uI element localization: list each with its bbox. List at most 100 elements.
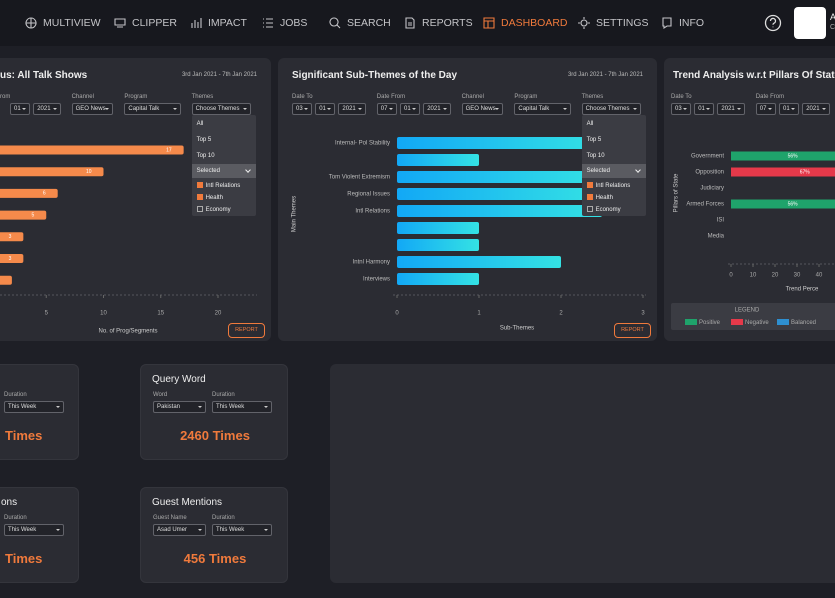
x-tick-label: 5 bbox=[45, 311, 49, 317]
select[interactable]: 2021 bbox=[338, 103, 366, 115]
value-label: 17 bbox=[166, 147, 172, 153]
icon-shape bbox=[263, 18, 273, 28]
select[interactable]: 2021 bbox=[33, 103, 61, 115]
select[interactable]: 01 bbox=[315, 103, 336, 115]
nav-item[interactable]: JOBS bbox=[262, 15, 307, 31]
filter-label: Themes bbox=[581, 94, 604, 100]
select[interactable]: 03 bbox=[292, 103, 313, 115]
menu-option[interactable]: Top 5 bbox=[586, 137, 602, 143]
help-icon[interactable] bbox=[764, 14, 782, 32]
x-tick-label: 20 bbox=[772, 273, 779, 279]
bar bbox=[0, 145, 184, 155]
menu-option[interactable]: All bbox=[196, 121, 204, 127]
nav-item[interactable]: MULTIVIEW bbox=[25, 15, 101, 31]
card-title: Guest Mentions bbox=[152, 497, 223, 508]
icon-shape bbox=[329, 17, 341, 29]
x-tick-label: 0 bbox=[395, 311, 399, 317]
select[interactable]: This Week bbox=[4, 524, 64, 536]
select[interactable]: GEO News bbox=[461, 103, 504, 115]
select[interactable]: 2021 bbox=[717, 103, 745, 115]
group-label: Internal- Pol Stability bbox=[335, 141, 390, 147]
select[interactable]: 01 bbox=[10, 103, 31, 115]
menu-checkbox[interactable]: Economy bbox=[192, 204, 256, 216]
x-tick-label: 2 bbox=[559, 311, 563, 317]
menu-checkbox[interactable]: Intl Relations bbox=[582, 180, 646, 192]
stat-card: Query Word Word Pakistan Duration This Week 2… bbox=[140, 364, 288, 460]
bar bbox=[397, 205, 602, 217]
menu-option[interactable]: All bbox=[586, 121, 594, 127]
nav-item[interactable]: DASHBOARD bbox=[483, 15, 568, 31]
select[interactable]: This Week bbox=[212, 524, 272, 536]
stat-card: Guest Mentions Guest Name Asad Umer Duratio… bbox=[140, 487, 288, 583]
select[interactable]: Choose Themes bbox=[581, 103, 642, 115]
menu-selected[interactable]: Selected bbox=[581, 164, 646, 178]
filter-label: Word bbox=[153, 392, 168, 398]
menu-checkbox[interactable]: Health bbox=[192, 192, 256, 204]
select[interactable]: 01 bbox=[779, 103, 800, 115]
menu-checkbox[interactable]: Economy bbox=[582, 204, 646, 216]
nav-item[interactable]: REPORTS bbox=[404, 15, 473, 31]
filter-label: Date From bbox=[755, 94, 785, 100]
menu-checkbox[interactable]: Intl Relations bbox=[192, 180, 256, 192]
bar bbox=[397, 256, 561, 268]
bar bbox=[397, 188, 602, 200]
checkbox bbox=[196, 206, 203, 213]
bar bbox=[397, 137, 602, 149]
select[interactable]: This Week bbox=[212, 401, 272, 413]
nav-item[interactable]: CLIPPER bbox=[114, 15, 177, 31]
select[interactable]: Capital Talk bbox=[124, 103, 181, 115]
select[interactable]: 07 bbox=[755, 103, 776, 115]
filter-label: Duration bbox=[212, 392, 235, 398]
avatar[interactable] bbox=[794, 7, 826, 39]
bar bbox=[0, 254, 24, 263]
menu-checkbox[interactable]: Health bbox=[582, 192, 646, 204]
select[interactable]: Choose Themes bbox=[191, 103, 252, 115]
select[interactable]: 2021 bbox=[423, 103, 451, 115]
select[interactable]: Pakistan bbox=[153, 401, 206, 413]
menu-selected[interactable]: Selected bbox=[191, 164, 256, 178]
nav-item[interactable]: SEARCH bbox=[329, 15, 391, 31]
value-label: 56% bbox=[788, 201, 799, 207]
icon-shape bbox=[191, 18, 202, 28]
checkbox bbox=[586, 206, 593, 213]
panel-title: Significant Sub-Themes of the Day bbox=[292, 70, 458, 81]
nav-item[interactable]: IMPACT bbox=[190, 15, 247, 31]
select[interactable]: Capital Talk bbox=[514, 103, 571, 115]
x-axis-label: No. of Prog/Segments bbox=[98, 329, 157, 335]
select[interactable]: 03 bbox=[671, 103, 692, 115]
legend-swatch bbox=[777, 319, 789, 325]
bar bbox=[0, 210, 47, 220]
select[interactable]: This Week bbox=[4, 401, 64, 413]
icon-shape bbox=[483, 17, 495, 29]
select[interactable]: GEO News bbox=[71, 103, 114, 115]
select[interactable]: 01 bbox=[400, 103, 421, 115]
result-count: 456 Times bbox=[183, 551, 247, 566]
bar bbox=[0, 275, 12, 285]
filter-label: Channel bbox=[461, 94, 484, 100]
select[interactable]: 07 bbox=[376, 103, 397, 115]
nav-icon bbox=[405, 17, 415, 29]
bar bbox=[731, 151, 835, 161]
result-count: Times bbox=[5, 428, 43, 443]
card-title: Query Word bbox=[152, 374, 206, 385]
icon-shape bbox=[25, 17, 37, 29]
panel: 0 1 2 3 Sub-Themes Main Themes Internal- Pol S… bbox=[278, 58, 657, 341]
report-button[interactable]: REPORT bbox=[228, 323, 265, 338]
nav-label: SETTINGS bbox=[596, 17, 649, 29]
menu-option[interactable]: Top 10 bbox=[586, 153, 605, 159]
x-tick-label: 40 bbox=[816, 273, 823, 279]
select[interactable]: 01 bbox=[694, 103, 715, 115]
select[interactable]: Asad Umer bbox=[153, 524, 206, 536]
menu-option[interactable]: Top 10 bbox=[196, 153, 215, 159]
select[interactable]: 2021 bbox=[802, 103, 830, 115]
nav-item[interactable]: SETTINGS bbox=[578, 15, 649, 31]
nav-icon bbox=[329, 17, 341, 29]
group-label: Intnl Harmony bbox=[353, 260, 390, 266]
report-button[interactable]: REPORT bbox=[614, 323, 651, 338]
menu-option[interactable]: Top 5 bbox=[196, 137, 212, 143]
group-label: Interviews bbox=[363, 277, 390, 283]
card-title: ons bbox=[1, 497, 18, 508]
nav-item[interactable]: INFO bbox=[661, 15, 704, 31]
legend-swatch bbox=[731, 319, 743, 325]
